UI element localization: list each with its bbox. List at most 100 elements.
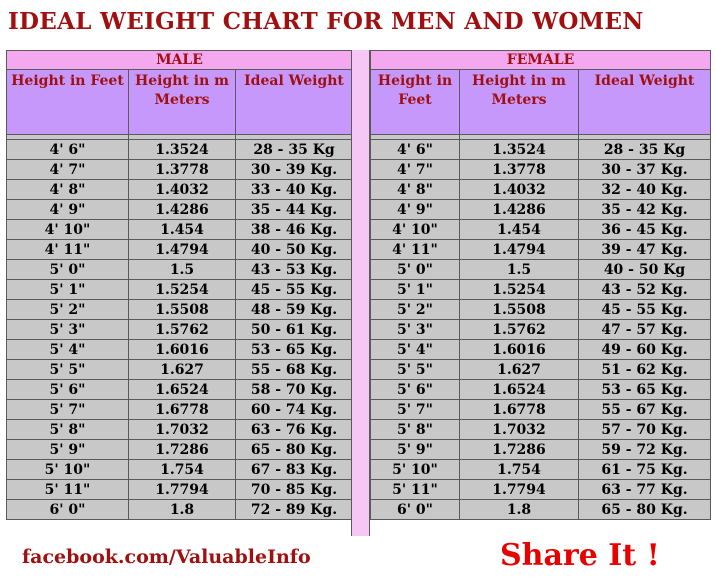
height-feet-cell: 5' 10" — [370, 459, 460, 480]
ideal-weight-cell: 28 - 35 Kg — [234, 139, 354, 160]
height-meters-cell: 1.4032 — [459, 179, 579, 200]
height-meters-cell: 1.6016 — [128, 339, 236, 360]
height-feet-cell: 5' 10" — [6, 459, 129, 480]
height-meters-cell: 1.4286 — [128, 199, 236, 220]
table-row: 5' 11" 1.7794 70 - 85 Kg. — [6, 479, 354, 500]
table-row: 5' 8" 1.7032 63 - 76 Kg. — [6, 419, 354, 440]
height-meters-cell: 1.6016 — [459, 339, 579, 360]
height-meters-cell: 1.3524 — [459, 139, 579, 160]
ideal-weight-cell: 50 - 61 Kg. — [234, 319, 354, 340]
height-meters-cell: 1.5762 — [459, 319, 579, 340]
table-row: 4' 8" 1.4032 32 - 40 Kg. — [370, 179, 711, 200]
height-meters-cell: 1.4032 — [128, 179, 236, 200]
table-row: 5' 9" 1.7286 65 - 80 Kg. — [6, 439, 354, 460]
ideal-weight-cell: 40 - 50 Kg. — [234, 239, 354, 260]
table-row: 4' 6" 1.3524 28 - 35 Kg — [6, 139, 354, 160]
height-feet-cell: 4' 6" — [370, 139, 460, 160]
female-header-height-feet: Height in Feet — [370, 69, 460, 135]
ideal-weight-cell: 47 - 57 Kg. — [578, 319, 711, 340]
ideal-weight-cell: 63 - 77 Kg. — [578, 479, 711, 500]
height-feet-cell: 4' 9" — [6, 199, 129, 220]
male-table: MALE Height in Feet Height in m Meters I… — [5, 50, 354, 520]
ideal-weight-cell: 43 - 52 Kg. — [578, 279, 711, 300]
height-feet-cell: 5' 0" — [370, 259, 460, 280]
ideal-weight-cell: 35 - 44 Kg. — [234, 199, 354, 220]
height-meters-cell: 1.5762 — [128, 319, 236, 340]
ideal-weight-cell: 35 - 42 Kg. — [578, 199, 711, 220]
female-header-height-meters: Height in m Meters — [459, 69, 579, 135]
height-feet-cell: 6' 0" — [370, 499, 460, 520]
female-header-ideal-weight: Ideal Weight — [578, 69, 711, 135]
table-row: 4' 11" 1.4794 39 - 47 Kg. — [370, 239, 711, 260]
ideal-weight-cell: 53 - 65 Kg. — [578, 379, 711, 400]
height-meters-cell: 1.7286 — [128, 439, 236, 460]
height-feet-cell: 4' 8" — [6, 179, 129, 200]
table-row: 5' 7" 1.6778 60 - 74 Kg. — [6, 399, 354, 420]
table-row: 5' 10" 1.754 61 - 75 Kg. — [370, 459, 711, 480]
height-feet-cell: 5' 3" — [6, 319, 129, 340]
height-meters-cell: 1.627 — [128, 359, 236, 380]
ideal-weight-cell: 30 - 39 Kg. — [234, 159, 354, 180]
facebook-link[interactable]: facebook.com/ValuableInfo — [22, 546, 311, 568]
height-feet-cell: 5' 8" — [370, 419, 460, 440]
height-meters-cell: 1.6778 — [459, 399, 579, 420]
ideal-weight-cell: 38 - 46 Kg. — [234, 219, 354, 240]
ideal-weight-cell: 39 - 47 Kg. — [578, 239, 711, 260]
ideal-weight-cell: 53 - 65 Kg. — [234, 339, 354, 360]
height-feet-cell: 5' 2" — [370, 299, 460, 320]
height-meters-cell: 1.754 — [128, 459, 236, 480]
height-meters-cell: 1.7032 — [459, 419, 579, 440]
height-feet-cell: 5' 11" — [6, 479, 129, 500]
ideal-weight-cell: 58 - 70 Kg. — [234, 379, 354, 400]
height-feet-cell: 5' 1" — [370, 279, 460, 300]
ideal-weight-cell: 45 - 55 Kg. — [578, 299, 711, 320]
height-meters-cell: 1.8 — [459, 499, 579, 520]
height-meters-cell: 1.754 — [459, 459, 579, 480]
table-row: 5' 5" 1.627 51 - 62 Kg. — [370, 359, 711, 380]
ideal-weight-cell: 67 - 83 Kg. — [234, 459, 354, 480]
height-feet-cell: 4' 11" — [370, 239, 460, 260]
ideal-weight-cell: 72 - 89 Kg. — [234, 499, 354, 520]
height-feet-cell: 5' 3" — [370, 319, 460, 340]
height-meters-cell: 1.3524 — [128, 139, 236, 160]
table-row: 5' 0" 1.5 43 - 53 Kg. — [6, 259, 354, 280]
height-meters-cell: 1.5 — [459, 259, 579, 280]
ideal-weight-cell: 55 - 67 Kg. — [578, 399, 711, 420]
height-feet-cell: 5' 9" — [370, 439, 460, 460]
ideal-weight-cell: 43 - 53 Kg. — [234, 259, 354, 280]
table-row: 5' 1" 1.5254 43 - 52 Kg. — [370, 279, 711, 300]
height-meters-cell: 1.6524 — [459, 379, 579, 400]
ideal-weight-cell: 28 - 35 Kg — [578, 139, 711, 160]
height-meters-cell: 1.4794 — [459, 239, 579, 260]
table-row: 5' 6" 1.6524 53 - 65 Kg. — [370, 379, 711, 400]
ideal-weight-cell: 65 - 80 Kg. — [578, 499, 711, 520]
table-row: 5' 0" 1.5 40 - 50 Kg — [370, 259, 711, 280]
height-feet-cell: 5' 4" — [6, 339, 129, 360]
height-meters-cell: 1.4794 — [128, 239, 236, 260]
height-feet-cell: 4' 10" — [370, 219, 460, 240]
ideal-weight-cell: 49 - 60 Kg. — [578, 339, 711, 360]
ideal-weight-cell: 51 - 62 Kg. — [578, 359, 711, 380]
male-header-ideal-weight: Ideal Weight — [234, 69, 354, 135]
male-header-height-meters: Height in m Meters — [128, 69, 236, 135]
height-feet-cell: 5' 5" — [6, 359, 129, 380]
table-row: 5' 8" 1.7032 57 - 70 Kg. — [370, 419, 711, 440]
share-it-button[interactable]: Share It ! — [500, 538, 660, 573]
height-meters-cell: 1.7794 — [459, 479, 579, 500]
table-row: 4' 7" 1.3778 30 - 37 Kg. — [370, 159, 711, 180]
ideal-weight-cell: 60 - 74 Kg. — [234, 399, 354, 420]
height-meters-cell: 1.7286 — [459, 439, 579, 460]
male-section-label: MALE — [5, 50, 354, 70]
chart-title: IDEAL WEIGHT CHART FOR MEN AND WOMEN — [8, 8, 644, 35]
height-feet-cell: 5' 7" — [370, 399, 460, 420]
table-row: 5' 4" 1.6016 53 - 65 Kg. — [6, 339, 354, 360]
height-meters-cell: 1.3778 — [459, 159, 579, 180]
height-meters-cell: 1.454 — [459, 219, 579, 240]
table-row: 5' 9" 1.7286 59 - 72 Kg. — [370, 439, 711, 460]
height-meters-cell: 1.454 — [128, 219, 236, 240]
table-row: 4' 11" 1.4794 40 - 50 Kg. — [6, 239, 354, 260]
table-row: 5' 6" 1.6524 58 - 70 Kg. — [6, 379, 354, 400]
height-feet-cell: 4' 6" — [6, 139, 129, 160]
height-feet-cell: 5' 9" — [6, 439, 129, 460]
height-meters-cell: 1.6778 — [128, 399, 236, 420]
